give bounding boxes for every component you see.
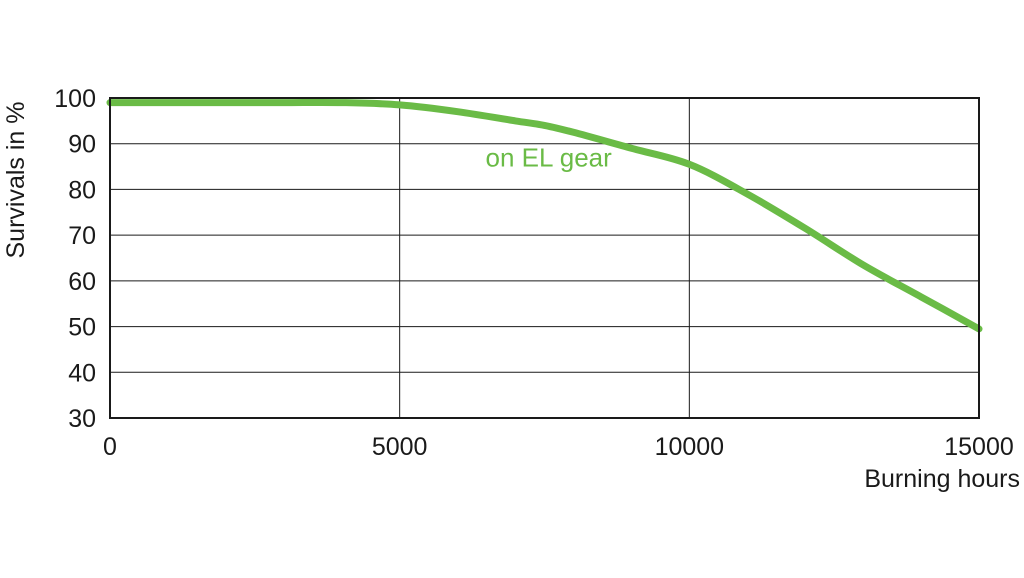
y-tick-label: 90: [68, 131, 96, 159]
x-tick-label: 10000: [655, 433, 725, 461]
y-tick-label: 100: [54, 85, 96, 113]
y-tick-label: 60: [68, 268, 96, 296]
survival-line: [106, 98, 983, 333]
tick-labels: 30 40 50 60 70 80 90 100 0 5000 10000 15000: [54, 85, 1013, 461]
y-tick-label: 70: [68, 222, 96, 250]
y-axis-title: Survivals in %: [2, 102, 30, 259]
y-tick-label: 50: [68, 314, 96, 342]
series-annotation: on EL gear: [486, 142, 613, 172]
y-tick-label: 80: [68, 176, 96, 204]
y-tick-label: 30: [68, 405, 96, 433]
grid: [110, 98, 979, 418]
x-tick-label: 0: [103, 433, 117, 461]
x-tick-label: 5000: [372, 433, 428, 461]
x-axis-title: Burning hours: [864, 465, 1020, 493]
plot-frame: [109, 97, 980, 419]
annotations: on EL gear: [486, 142, 613, 172]
series: [106, 98, 983, 333]
y-tick-label: 40: [68, 359, 96, 387]
x-tick-label: 15000: [944, 433, 1014, 461]
